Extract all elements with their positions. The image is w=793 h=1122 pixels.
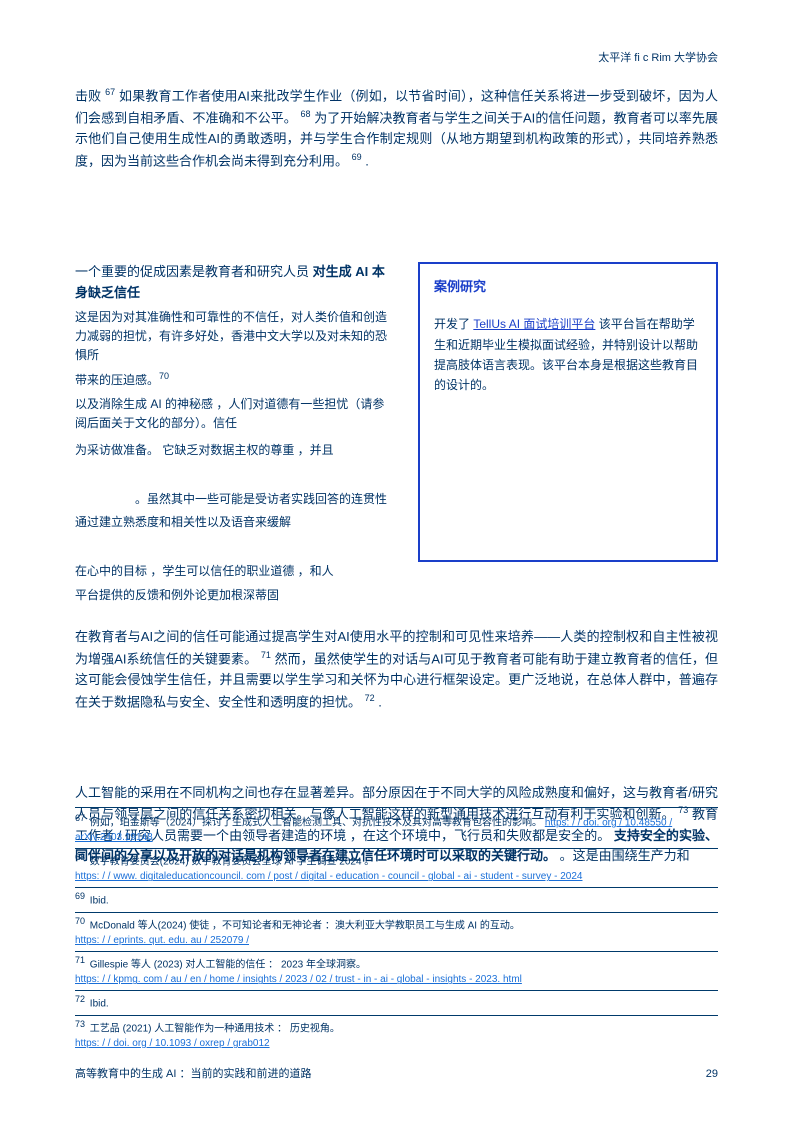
left-line2: 以及消除生成 AI 的神秘感 ，人们对道德有一些担忧（请参阅后面关于文化的部分）… [75,395,395,433]
left-column: 一个重要的促成因素是教育者和研究人员 对生成 AI 本身缺乏信任 这是因为对其准… [75,262,395,605]
case-study-box: 案例研究 开发了 TellUs AI 面试培训平台 该平台旨在帮助学生和近期毕业… [418,262,718,562]
fn-text: Ibid. [87,896,109,907]
fn-text: Gillespie 等人 (2023) 对人工智能的信任 ： 2023 年全球洞… [87,959,366,970]
page-number: 29 [706,1066,718,1084]
fn-text: 例如，珀金斯等（2024）探讨了生成式人工智能检测工具、对抗性技术及其对高等教育… [87,817,545,828]
footer-left: 高等教育中的生成 AI ：当前的实践和前进的道路 [75,1066,312,1084]
paragraph-1: 击败 67 如果教育工作者使用AI来批改学生作业（例如，以节省时间），这种信任关… [75,85,718,172]
sup-69: 69 [352,152,362,162]
sup-68: 68 [301,109,311,119]
footnote-68: 68 数字教育委员会(2024) 数字教育委员会全球 AI 学生调查 2024 … [75,849,718,888]
sup-72: 72 [365,693,375,703]
heading-pre: 一个重要的促成因素是教育者和研究人员 [75,264,313,279]
left-line5: 平台提供的反馈和例外论更加根深蒂固 [75,586,395,605]
left-line3: 为采访做准备。 它缺乏对数据主权的尊重 ，并且 [75,441,395,460]
section-two-column: 一个重要的促成因素是教育者和研究人员 对生成 AI 本身缺乏信任 这是因为对其准… [75,262,718,605]
left-line4: 在心中的目标 ，学生可以信任的职业道德 ，和人 [75,562,395,581]
left-line1: 这是因为对其准确性和可靠性的不信任，对人类价值和创造力减弱的担忧，有许多好处，香… [75,308,395,366]
left-line1b: 带来的压迫感。70 [75,369,395,390]
footnote-72: 72 Ibid. [75,991,718,1015]
p1-text4: . [362,153,369,168]
case-pre: 开发了 [434,317,473,331]
mid-line2: 通过建立熟悉度和相关性以及语音来缓解 [75,513,395,532]
header-org: 太平洋 fi c Rim 大学协会 [598,50,718,68]
footnote-67: 67 例如，珀金斯等（2024）探讨了生成式人工智能检测工具、对抗性技术及其对高… [75,810,718,849]
p3-t3: . [375,694,382,709]
case-link[interactable]: TellUs AI 面试培训平台 [473,317,595,331]
page-footer: 高等教育中的生成 AI ：当前的实践和前进的道路 29 [75,1066,718,1084]
paragraph-3: 在教育者与AI之间的信任可能通过提高学生对AI使用水平的控制和可见性来培养——人… [75,627,718,713]
fn-link[interactable]: https: / / doi. org / 10.1093 / oxrep / … [75,1038,270,1049]
mid-line1: 。虽然其中一些可能是受访者实践回答的连贯性 [135,490,395,509]
footnote-70: 70 McDonald 等人(2024) 使徒 ，不可知论者和无神论者 ：澳大利… [75,913,718,952]
sup-67: 67 [105,87,115,97]
fn-num: 73 [75,1019,85,1029]
fn-num: 68 [75,852,85,862]
fn-link[interactable]: https: / / eprints. qut. edu. au / 25207… [75,935,249,946]
fn-text: 工艺品 (2021) 人工智能作为一种通用技术 ： 历史视角。 [87,1023,340,1034]
p1-text: 击败 [75,88,105,103]
footnote-69: 69 Ibid. [75,888,718,912]
fn-num: 69 [75,891,85,901]
fn-text: Ibid. [87,999,109,1010]
fn-text: 数字教育委员会(2024) 数字教育委员会全球 AI 学生调查 2024 。 [87,856,374,867]
case-body: 开发了 TellUs AI 面试培训平台 该平台旨在帮助学生和近期毕业生模拟面试… [434,314,702,396]
section-heading: 一个重要的促成因素是教育者和研究人员 对生成 AI 本身缺乏信任 [75,262,395,304]
fn-link[interactable]: https: / / kpmg. com / au / en / home / … [75,974,522,985]
fn-num: 71 [75,955,85,965]
sup-70: 70 [159,371,169,381]
main-content: 击败 67 如果教育工作者使用AI来批改学生作业（例如，以节省时间），这种信任关… [75,85,718,867]
footnotes: 67 例如，珀金斯等（2024）探讨了生成式人工智能检测工具、对抗性技术及其对高… [75,807,718,1054]
fn-link[interactable]: https: / / www. digitaleducationcouncil.… [75,871,582,882]
footnote-rule [75,807,718,808]
fn-num: 67 [75,813,85,823]
case-title: 案例研究 [434,276,702,298]
sup-71: 71 [261,650,271,660]
footnote-73: 73 工艺品 (2021) 人工智能作为一种通用技术 ： 历史视角。 https:… [75,1016,718,1054]
fn-num: 70 [75,916,85,926]
fn-num: 72 [75,994,85,1004]
fn-text: McDonald 等人(2024) 使徒 ，不可知论者和无神论者 ：澳大利亚大学… [87,920,520,931]
footnote-71: 71 Gillespie 等人 (2023) 对人工智能的信任 ： 2023 年… [75,952,718,991]
